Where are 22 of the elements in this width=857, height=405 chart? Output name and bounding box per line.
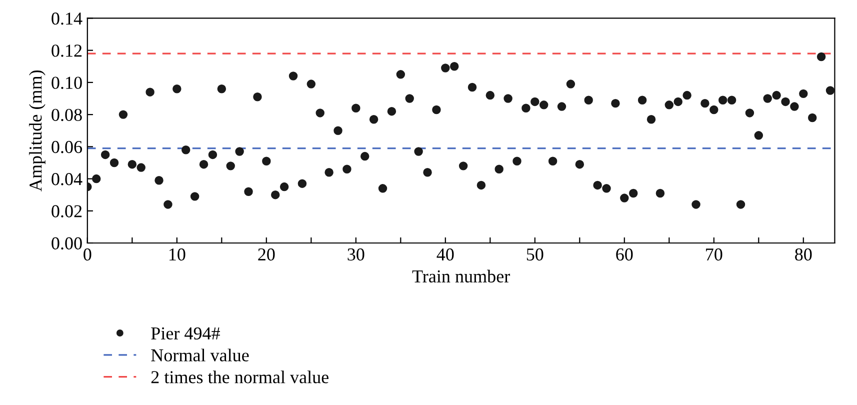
y-tick-label: 0.14 — [52, 12, 82, 25]
x-tick-label: 0 — [84, 248, 92, 261]
x-tick-label: 20 — [258, 248, 275, 261]
y-tick-label: 0.06 — [52, 140, 82, 154]
x-tick-label: 60 — [616, 248, 633, 261]
y-tick-label: 0.12 — [52, 44, 82, 57]
y-tick-label: 0.04 — [52, 173, 82, 186]
x-tick-label: 40 — [436, 248, 454, 261]
legend-label: 2 times the normal value — [151, 370, 328, 384]
x-tick-label: 70 — [706, 248, 722, 261]
y-tick-label: 0.02 — [52, 205, 82, 218]
x-axis-title: Train number — [412, 270, 510, 282]
legend-label: Normal value — [151, 348, 249, 362]
x-tick-label: 80 — [795, 248, 812, 261]
y-axis-title: Amplitude (mm) — [29, 70, 46, 192]
x-tick-label: 50 — [526, 248, 544, 261]
y-tick-label: 0.00 — [52, 237, 82, 250]
y-tick-label: 0.08 — [52, 108, 82, 122]
legend-label: Pier 494# — [151, 327, 220, 340]
y-tick-label: 0.10 — [52, 76, 82, 89]
x-tick-label: 10 — [169, 248, 186, 261]
x-tick-label: 30 — [348, 248, 364, 261]
